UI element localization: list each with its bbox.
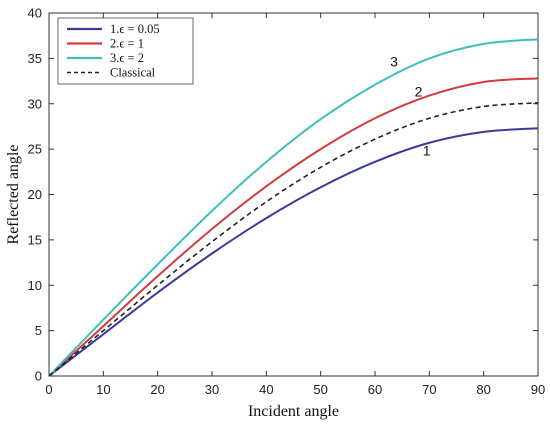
- y-axis-label: Reflected angle: [5, 145, 22, 245]
- x-axis-ticks: 0 10 20 30 40 50 60 70 80 90: [45, 13, 545, 397]
- y-tick-label: 10: [28, 278, 42, 293]
- x-tick-label: 0: [45, 382, 52, 397]
- y-tick-label: 35: [28, 51, 42, 66]
- y-axis-ticks: 0 5 10 15 20 25 30 35 40: [28, 6, 538, 384]
- legend-label-4: Classical: [110, 66, 156, 80]
- y-tick-label: 5: [35, 323, 42, 338]
- series-line-1: [48, 127, 539, 377]
- x-tick-label: 70: [422, 382, 436, 397]
- curve-label-2: 2: [415, 83, 423, 99]
- series-line-3: [48, 38, 539, 377]
- legend-label-1: 1.ϵ = 0.05: [110, 22, 160, 36]
- y-tick-label: 40: [28, 6, 42, 21]
- series-lines: [48, 38, 539, 377]
- legend-label-3: 3.ϵ = 2: [110, 51, 144, 65]
- y-tick-label: 15: [28, 232, 42, 247]
- x-axis-label: Incident angle: [248, 403, 339, 420]
- x-tick-label: 30: [205, 382, 219, 397]
- legend-label-2: 2.ϵ = 1: [110, 37, 144, 51]
- x-tick-label: 40: [259, 382, 273, 397]
- curve-label-1: 1: [423, 142, 431, 158]
- series-line-2: [48, 77, 539, 377]
- x-tick-label: 90: [531, 382, 545, 397]
- curve-annotations: 1 2 3: [390, 54, 431, 159]
- x-tick-label: 60: [368, 382, 382, 397]
- y-tick-label: 25: [28, 142, 42, 157]
- curve-label-3: 3: [390, 54, 398, 70]
- x-tick-label: 10: [96, 382, 110, 397]
- series-line-4: [48, 102, 539, 377]
- y-tick-label: 20: [28, 187, 42, 202]
- x-tick-label: 80: [476, 382, 490, 397]
- y-tick-label: 30: [28, 96, 42, 111]
- y-tick-label: 0: [35, 369, 42, 384]
- x-tick-label: 50: [313, 382, 327, 397]
- x-tick-label: 20: [150, 382, 164, 397]
